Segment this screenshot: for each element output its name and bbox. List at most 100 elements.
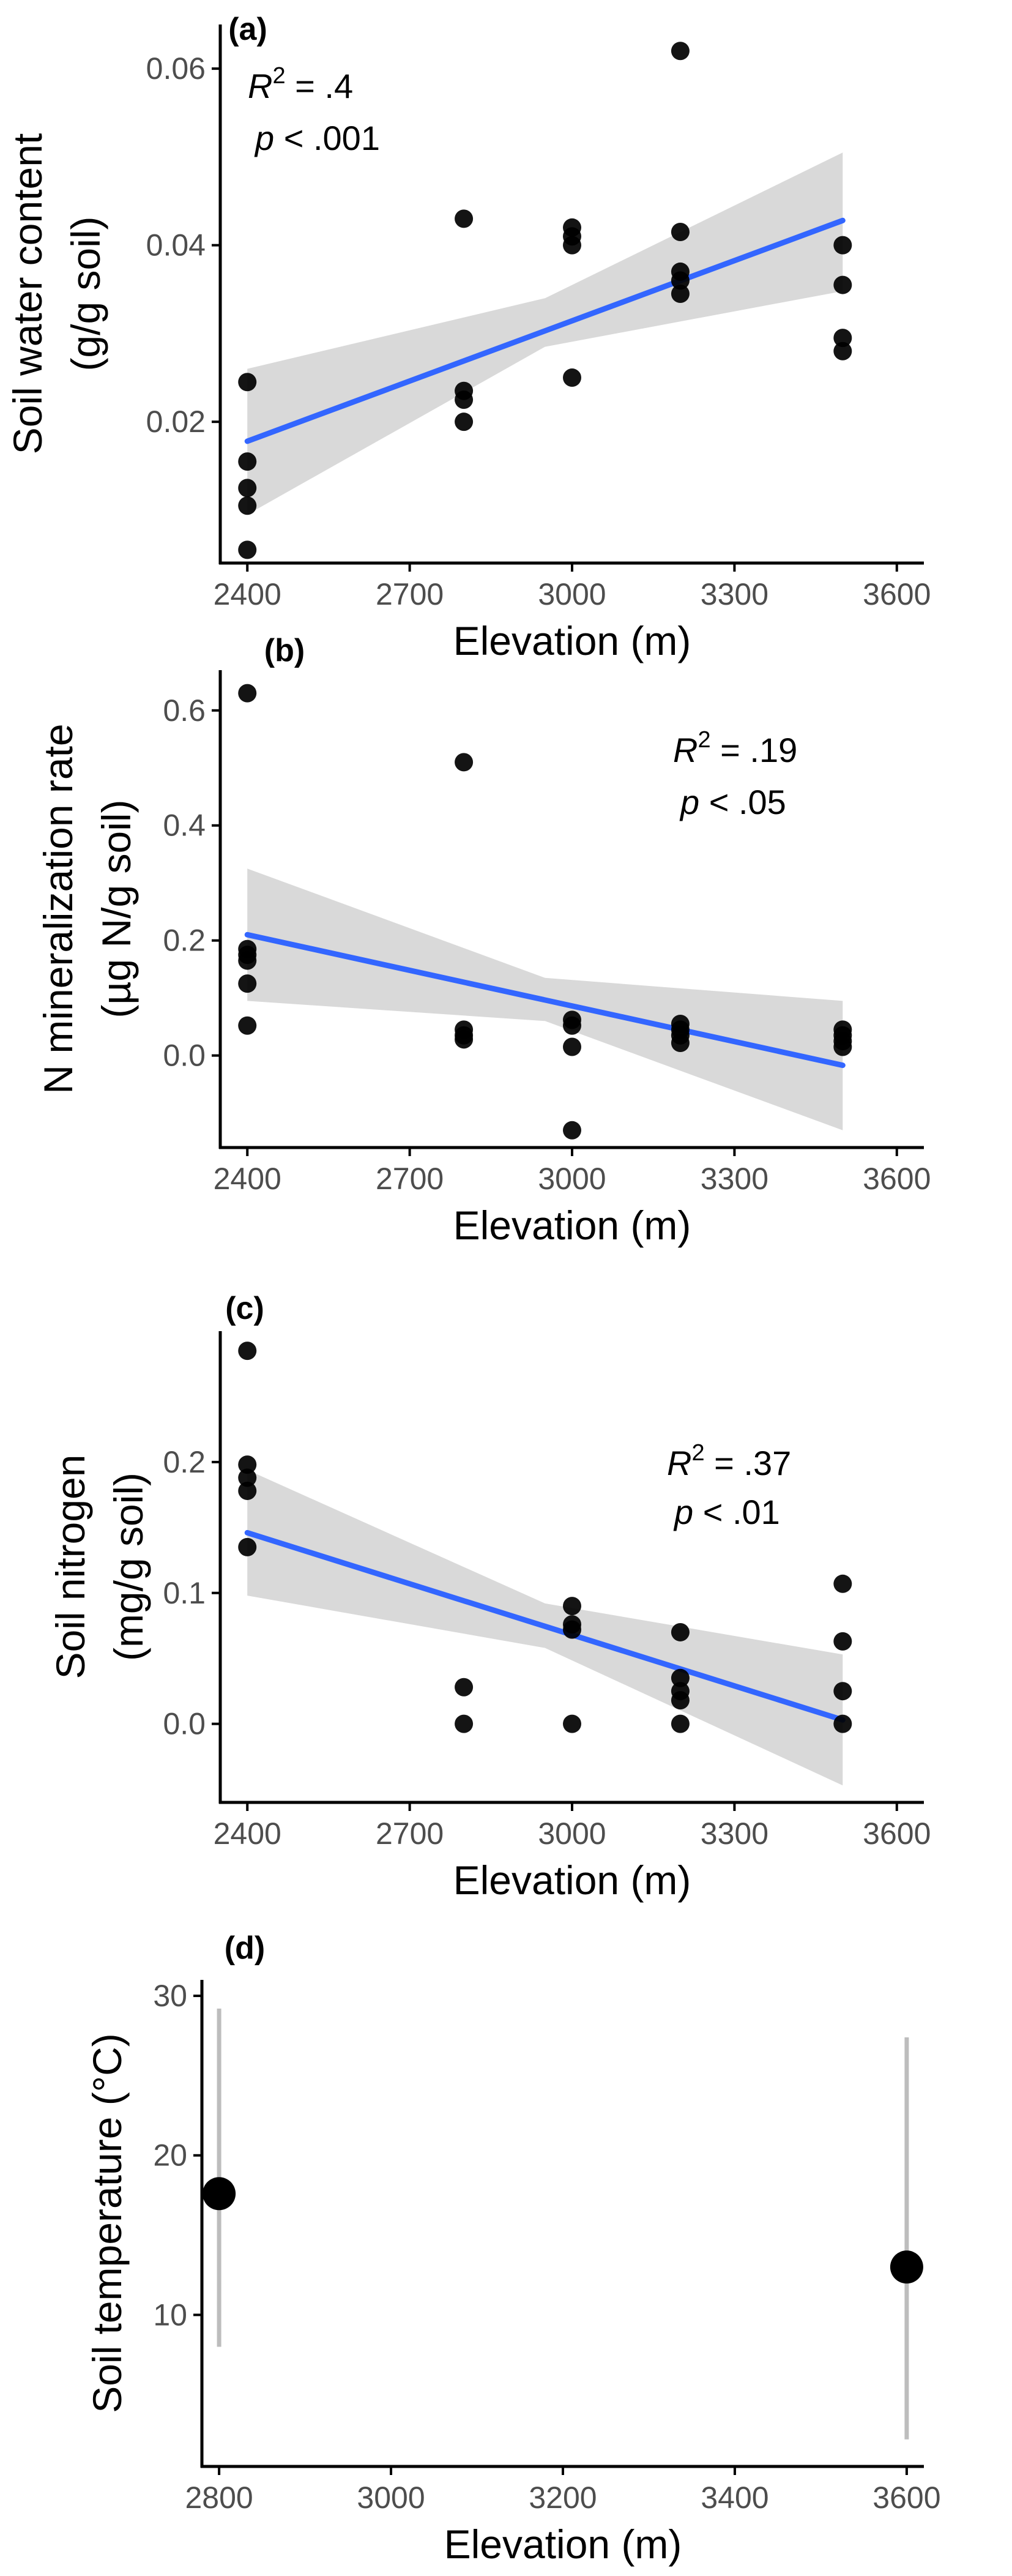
x-tick-label: 2400 xyxy=(214,1162,281,1196)
data-point-8 xyxy=(455,390,474,409)
p-value: < .01 xyxy=(693,1493,780,1531)
p-value-annotation: p < .001 xyxy=(254,119,380,157)
data-point-4 xyxy=(238,496,257,515)
p-symbol: p xyxy=(673,1493,693,1531)
panel-label: (d) xyxy=(225,1930,265,1966)
y-tick-label: 0.2 xyxy=(163,924,206,958)
r-squared-annotation: R2 = .37 xyxy=(667,1440,791,1482)
x-tick-label: 3000 xyxy=(357,2481,425,2515)
x-tick-label: 2400 xyxy=(214,1816,281,1851)
data-point-11 xyxy=(563,1714,581,1733)
data-point-12 xyxy=(563,236,581,255)
x-tick-label: 2700 xyxy=(376,1816,444,1851)
x-tick-label: 3000 xyxy=(538,1162,606,1196)
y-tick-label: 0.1 xyxy=(163,1576,206,1610)
r-squared-value: = .19 xyxy=(711,731,798,769)
y-axis-title-line-2: (mg/g soil) xyxy=(106,1473,151,1661)
y-axis-title-line-1: Soil nitrogen xyxy=(48,1455,93,1679)
mean-point-2 xyxy=(890,2250,923,2284)
data-point-4 xyxy=(238,1481,257,1500)
p-value-annotation: p < .01 xyxy=(673,1493,780,1531)
data-point-19 xyxy=(833,1682,852,1701)
data-point-4 xyxy=(238,951,257,970)
y-tick-label: 0.0 xyxy=(163,1707,206,1741)
x-axis-title: Elevation (m) xyxy=(453,1203,691,1248)
data-point-16 xyxy=(671,1714,690,1733)
x-tick-label: 3600 xyxy=(863,577,931,611)
data-point-22 xyxy=(833,1037,852,1056)
y-tick-label: 0.02 xyxy=(146,405,206,439)
mean-point-1 xyxy=(203,2177,236,2211)
data-point-1 xyxy=(238,1342,257,1361)
data-point-7 xyxy=(455,1714,474,1733)
r-squared-annotation: R2 = .19 xyxy=(673,727,797,769)
data-point-6 xyxy=(455,209,474,228)
x-tick-label: 2700 xyxy=(376,577,444,611)
y-tick-label: 30 xyxy=(153,1979,187,2013)
data-point-14 xyxy=(563,1121,581,1140)
y-tick-label: 10 xyxy=(153,2298,187,2332)
data-point-13 xyxy=(563,368,581,387)
data-point-2 xyxy=(238,452,257,471)
data-point-15 xyxy=(671,223,690,242)
y-axis-title-line-2: (µg N/g soil) xyxy=(94,799,139,1018)
data-point-18 xyxy=(671,285,690,303)
data-point-13 xyxy=(563,1037,581,1056)
panel-3: 2400 2700 3000 3300 3600 0.0 0.1 0.2 Elevation (… xyxy=(48,1291,931,1903)
x-tick-label: 3600 xyxy=(863,1162,931,1196)
data-point-10 xyxy=(563,1620,581,1639)
data-point-2 xyxy=(238,1455,257,1474)
data-point-13 xyxy=(671,1668,690,1687)
p-symbol: p xyxy=(679,783,699,821)
data-point-9 xyxy=(455,413,474,431)
panel-label: (b) xyxy=(264,633,305,668)
x-axis-title: Elevation (m) xyxy=(453,618,691,663)
r-squared-value: = .37 xyxy=(705,1444,792,1482)
panel-4: 2800 3000 3200 3400 3600 10 20 30 Elevation (m) S… xyxy=(84,1930,941,2567)
data-point-6 xyxy=(455,1678,474,1697)
x-tick-label: 3600 xyxy=(863,1816,931,1851)
y-axis-title-line-1: N mineralization rate xyxy=(35,723,81,1094)
data-point-12 xyxy=(563,1016,581,1035)
regression-line xyxy=(244,217,846,444)
x-tick-label: 3600 xyxy=(872,2481,940,2515)
p-symbol: p xyxy=(254,119,274,157)
panel-label: (a) xyxy=(228,12,267,47)
y-tick-label: 0.6 xyxy=(163,693,206,728)
x-axis-title: Elevation (m) xyxy=(444,2522,682,2567)
data-point-15 xyxy=(671,1691,690,1710)
data-point-7 xyxy=(455,753,474,772)
y-tick-label: 20 xyxy=(153,2138,187,2173)
y-tick-label: 0.4 xyxy=(163,808,206,843)
r-squared-annotation: R2 = .4 xyxy=(248,63,353,105)
data-point-17 xyxy=(671,271,690,290)
x-tick-label: 3200 xyxy=(529,2481,597,2515)
panel-2: 2400 2700 3000 3300 3600 0.0 0.2 0.4 0.6 Elevatio… xyxy=(35,633,931,1248)
x-tick-label: 3300 xyxy=(701,1162,768,1196)
data-point-3 xyxy=(238,479,257,498)
r-symbol: R xyxy=(673,731,698,769)
x-axis-title: Elevation (m) xyxy=(453,1857,691,1903)
x-tick-label: 3300 xyxy=(701,1816,768,1851)
data-point-5 xyxy=(238,1537,257,1556)
x-tick-label: 2800 xyxy=(185,2481,253,2515)
data-point-12 xyxy=(671,1622,690,1641)
data-point-19 xyxy=(833,236,852,255)
x-tick-label: 3300 xyxy=(701,577,768,611)
data-point-5 xyxy=(238,974,257,993)
p-value: < .05 xyxy=(699,783,786,821)
x-tick-label: 2400 xyxy=(214,577,281,611)
data-point-1 xyxy=(238,373,257,392)
x-tick-label: 2700 xyxy=(376,1162,444,1196)
data-point-18 xyxy=(833,1632,852,1651)
x-tick-label: 3000 xyxy=(538,577,606,611)
y-tick-label: 0.04 xyxy=(146,228,206,263)
data-point-8 xyxy=(563,1597,581,1616)
data-point-14 xyxy=(671,42,690,61)
panel-label: (c) xyxy=(225,1291,264,1326)
data-point-18 xyxy=(671,1033,690,1052)
r-symbol: R xyxy=(248,67,272,105)
data-point-20 xyxy=(833,1714,852,1733)
data-point-10 xyxy=(455,1030,474,1049)
